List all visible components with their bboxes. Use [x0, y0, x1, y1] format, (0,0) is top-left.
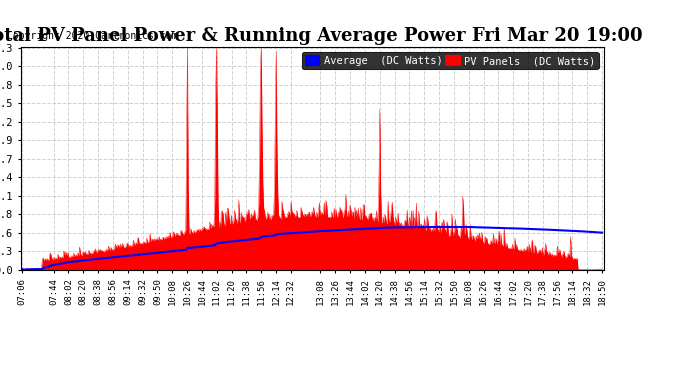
Title: Total PV Panel Power & Running Average Power Fri Mar 20 19:00: Total PV Panel Power & Running Average P… [0, 27, 643, 45]
Legend: Average  (DC Watts), PV Panels  (DC Watts): Average (DC Watts), PV Panels (DC Watts) [302, 52, 598, 69]
Text: Copyright 2020 Cartronics.com: Copyright 2020 Cartronics.com [7, 32, 177, 41]
